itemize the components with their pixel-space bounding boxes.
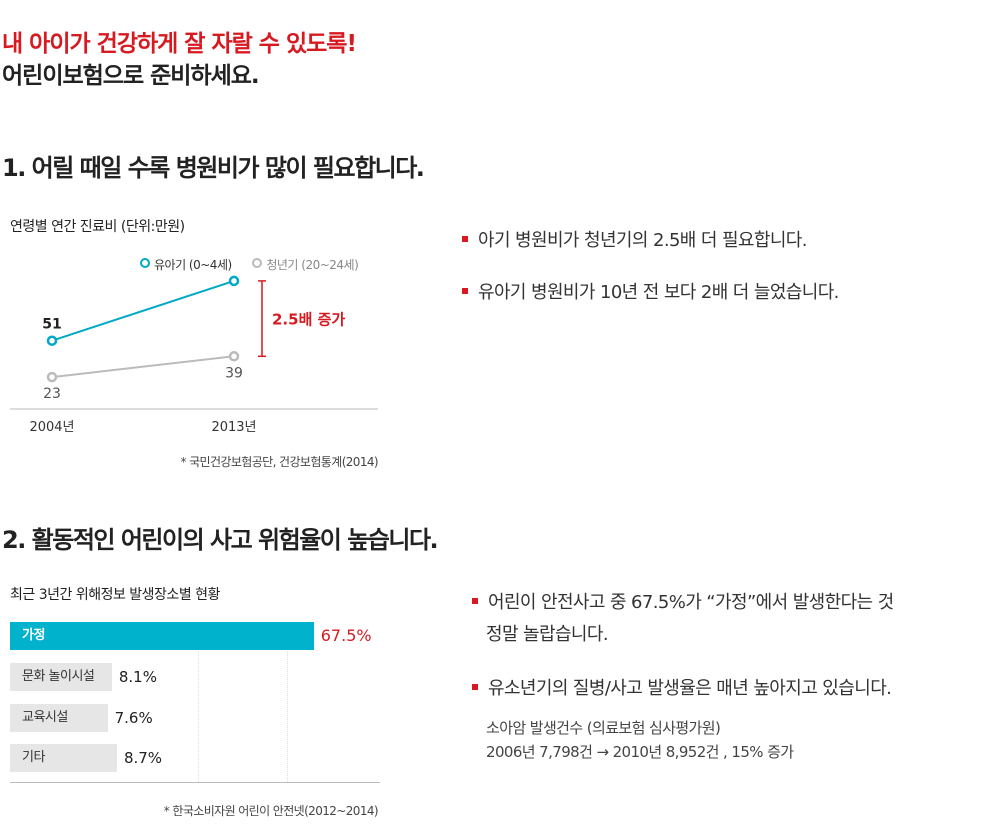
section1-title: 1. 어릴 때일 수록 병원비가 많이 필요합니다. xyxy=(2,154,425,182)
series-line-infant xyxy=(51,279,235,342)
x-tick-label-1: 2013년 xyxy=(211,420,256,435)
legend-label-youth: 청년기 (20~24세) xyxy=(266,258,359,272)
line-chart: 51 97 23 39 2004년 2013년 2.5배 증가 xyxy=(10,270,378,435)
headline-line2: 어린이보험으로 준비하세요. xyxy=(2,63,260,89)
line-chart-title: 연령별 연간 진료비 (단위:만원) xyxy=(10,219,185,235)
section2-title: 2. 활동적인 어린이의 사고 위험율이 높습니다. xyxy=(2,526,439,554)
bar-1 xyxy=(10,663,112,691)
cancer-note: 소아암 발생건수 (의료보험 심사평가원) 2006년 7,798건 → 201… xyxy=(486,716,794,764)
bar-chart-source: * 한국소비자원 어린이 안전넷(2012~2014) xyxy=(163,804,379,818)
line-chart-legend: 유아기 (0~4세) 청년기 (20~24세) xyxy=(140,256,359,273)
section1-bullet-1: 아기 병원비가 청년기의 2.5배 더 필요합니다. xyxy=(462,226,807,256)
bar-chart-baseline xyxy=(10,782,380,783)
annotation-label: 2.5배 증가 xyxy=(272,311,345,329)
bar-chart-gridline xyxy=(198,648,199,782)
section2-bullets: 어린이 안전사고 중 67.5%가 “가정”에서 발생한다는 것 정말 놀랍습니… xyxy=(472,588,997,788)
headline-line1: 내 아이가 건강하게 잘 자랄 수 있도록! xyxy=(2,31,357,57)
point-infant-1 xyxy=(228,275,240,287)
bullet-text: 아기 병원비가 청년기의 2.5배 더 필요합니다. xyxy=(478,230,807,251)
bullet-marker xyxy=(472,684,478,690)
bar-category-label-3: 기타 xyxy=(22,750,45,765)
section1-bullets: 아기 병원비가 청년기의 2.5배 더 필요합니다. 유아기 병원비가 10년 … xyxy=(462,226,992,306)
bar-value-label-0: 67.5% xyxy=(320,626,372,645)
section1-bullet-2: 유아기 병원비가 10년 전 보다 2배 더 늘었습니다. xyxy=(462,278,839,308)
data-label-youth-0: 23 xyxy=(43,386,61,402)
bar-chart-title: 최근 3년간 위해정보 발생장소별 현황 xyxy=(10,587,220,603)
data-label-infant-0: 51 xyxy=(42,317,61,333)
section2-bullet-1: 어린이 안전사고 중 67.5%가 “가정”에서 발생한다는 것 xyxy=(472,588,894,618)
bar-value-label-2: 7.6% xyxy=(114,709,153,727)
data-label-youth-1: 39 xyxy=(225,365,243,381)
legend-marker-infant xyxy=(140,258,150,268)
bar-chart: 가정 67.5% 문화 놀이시설 8.1% 교육시설 7.6% 기타 8.7% xyxy=(0,610,400,790)
bullet-marker xyxy=(462,236,468,242)
legend-marker-youth xyxy=(252,258,263,268)
point-youth-0 xyxy=(46,371,58,383)
bullet-marker xyxy=(472,598,478,604)
cancer-note-line2: 2006년 7,798건 → 2010년 8,952건 , 15% 증가 xyxy=(486,743,794,761)
x-tick-label-0: 2004년 xyxy=(29,420,74,435)
point-youth-1 xyxy=(228,351,240,362)
bar-3 xyxy=(10,744,117,772)
bullet-text: 유아기 병원비가 10년 전 보다 2배 더 늘었습니다. xyxy=(478,282,839,303)
line-chart-plot: 51 97 23 39 2004년 2013년 2.5배 증가 xyxy=(29,270,345,435)
cancer-note-line1: 소아암 발생건수 (의료보험 심사평가원) xyxy=(486,719,721,737)
data-label-infant-1: 97 xyxy=(224,270,243,273)
headline: 내 아이가 건강하게 잘 자랄 수 있도록! 어린이보험으로 준비하세요. xyxy=(2,28,357,92)
bar-2 xyxy=(10,704,108,732)
line-chart-source: * 국민건강보험공단, 건강보험통계(2014) xyxy=(180,455,378,469)
section2-bullet-2: 유소년기의 질병/사고 발생율은 매년 높아지고 있습니다. xyxy=(472,674,892,704)
bar-category-label-1: 문화 놀이시설 xyxy=(22,669,95,684)
legend-label-infant: 유아기 (0~4세) xyxy=(154,258,232,272)
section2-bullet-1-cont: 정말 놀랍습니다. xyxy=(486,624,609,645)
bar-chart-gridline xyxy=(287,648,288,782)
bullet-text: 유소년기의 질병/사고 발생율은 매년 높아지고 있습니다. xyxy=(488,678,892,699)
bar-value-label-3: 8.7% xyxy=(123,749,163,767)
bullet-marker xyxy=(462,288,468,294)
legend-item-youth: 청년기 (20~24세) xyxy=(252,258,359,272)
bar-category-label-0: 가정 xyxy=(22,628,45,643)
bar-0 xyxy=(10,622,314,650)
bar-value-label-1: 8.1% xyxy=(118,668,157,686)
point-infant-0 xyxy=(46,335,58,346)
legend-item-infant: 유아기 (0~4세) xyxy=(140,258,232,272)
series-line-youth xyxy=(51,355,235,379)
bar-category-label-2: 교육시설 xyxy=(22,710,68,725)
bullet-text: 어린이 안전사고 중 67.5%가 “가정”에서 발생한다는 것 xyxy=(488,592,894,613)
